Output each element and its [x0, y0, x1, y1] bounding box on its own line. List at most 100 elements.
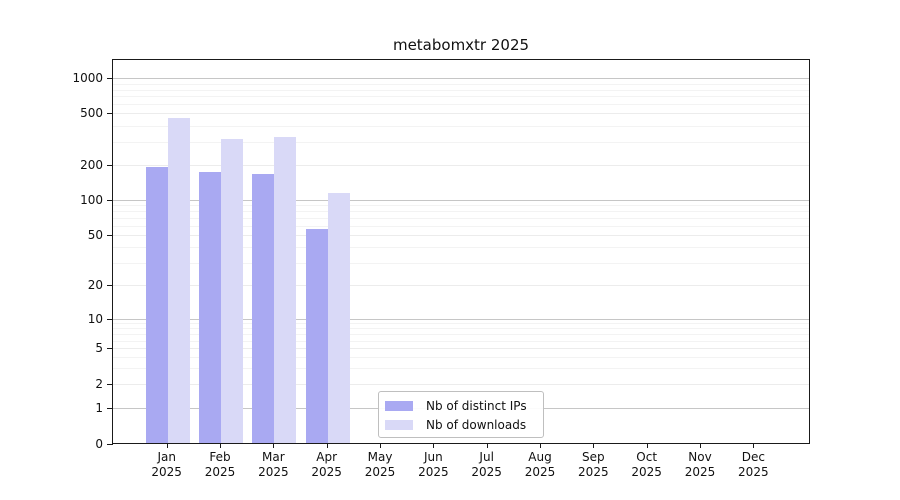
- minor-gridline: [113, 104, 809, 106]
- minor-gridline: [113, 368, 809, 370]
- mid-gridline: [113, 384, 809, 386]
- legend: Nb of distinct IPs Nb of downloads: [378, 391, 544, 438]
- minor-gridline: [113, 96, 809, 98]
- y-tick-label: 100: [80, 192, 103, 207]
- x-tick-mark: [326, 444, 328, 448]
- year-label: 2025: [311, 465, 342, 479]
- bar-distinct-ips-jan: [145, 166, 168, 443]
- bar-distinct-ips-apr: [305, 229, 328, 443]
- y-tick-label: 1: [95, 400, 103, 415]
- x-tick-mark: [540, 444, 541, 448]
- y-tick-label: 50: [87, 228, 103, 242]
- minor-gridline: [113, 142, 809, 144]
- legend-swatch-downloads: [385, 419, 413, 430]
- plot-area: [112, 59, 810, 444]
- y-tick-mark: [107, 199, 113, 201]
- month-label: Sep: [582, 450, 605, 464]
- y-tick-mark: [107, 285, 113, 286]
- minor-gridline: [113, 323, 809, 325]
- minor-gridline: [113, 83, 809, 85]
- month-label: Jun: [423, 450, 443, 464]
- year-label: 2025: [524, 465, 556, 479]
- y-tick-mark: [107, 78, 113, 80]
- x-tick-mark: [380, 444, 382, 448]
- x-tick-label-feb: Feb 2025: [190, 450, 250, 480]
- y-tick-mark: [107, 165, 113, 166]
- y-tick-mark: [107, 444, 113, 445]
- major-gridline: [113, 318, 809, 320]
- legend-label-distinct-ips: Nb of distinct IPs: [426, 398, 527, 413]
- year-label: 2025: [258, 465, 289, 479]
- y-tick-label: 20: [87, 278, 103, 292]
- year-label: 2025: [471, 465, 502, 479]
- minor-gridline: [113, 89, 809, 91]
- y-tick-mark: [107, 318, 113, 320]
- y-tick-mark: [107, 113, 113, 115]
- mid-gridline: [113, 348, 809, 350]
- x-tick-label-may: May 2025: [350, 450, 410, 480]
- x-tick-mark: [753, 444, 755, 448]
- legend-swatch-distinct-ips: [385, 400, 413, 411]
- minor-gridline: [113, 217, 809, 219]
- legend-item-distinct-ips: Nb of distinct IPs: [385, 396, 535, 415]
- month-label: Nov: [688, 450, 712, 464]
- x-tick-label-jul: Jul 2025: [457, 450, 517, 480]
- minor-gridline: [113, 328, 809, 330]
- x-tick-mark: [700, 444, 701, 448]
- month-label: Jul: [479, 450, 494, 464]
- year-label: 2025: [151, 465, 182, 479]
- chart-title: metabomxtr 2025: [392, 36, 530, 54]
- bar-downloads-feb: [221, 139, 244, 443]
- x-tick-label-sep: Sep 2025: [563, 450, 623, 480]
- minor-gridline: [113, 340, 809, 342]
- month-label: Jan: [157, 450, 176, 464]
- y-tick-mark: [107, 384, 113, 386]
- bar-distinct-ips-mar: [252, 173, 275, 443]
- bar-distinct-ips-feb: [199, 171, 222, 443]
- y-tick-label: 500: [80, 106, 103, 121]
- y-tick-label: 2: [95, 377, 103, 392]
- legend-item-downloads: Nb of downloads: [385, 415, 535, 434]
- x-tick-mark: [166, 444, 168, 448]
- mid-gridline: [113, 285, 809, 286]
- minor-gridline: [113, 125, 809, 127]
- mid-gridline: [113, 165, 809, 166]
- y-tick-label: 5: [95, 341, 103, 356]
- minor-gridline: [113, 211, 809, 213]
- minor-gridline: [113, 262, 809, 264]
- year-label: 2025: [631, 465, 662, 479]
- mid-gridline: [113, 113, 809, 115]
- minor-gridline: [113, 205, 809, 207]
- year-label: 2025: [418, 465, 449, 479]
- y-tick-mark: [107, 407, 113, 409]
- minor-gridline: [113, 225, 809, 227]
- month-label: Mar: [262, 450, 285, 464]
- month-label: May: [367, 450, 393, 464]
- x-tick-mark: [646, 444, 648, 448]
- bar-downloads-mar: [274, 137, 297, 443]
- legend-label-downloads: Nb of downloads: [426, 417, 527, 432]
- month-label: Dec: [741, 450, 765, 464]
- year-label: 2025: [684, 465, 716, 479]
- x-tick-mark: [273, 444, 275, 448]
- year-label: 2025: [738, 465, 769, 479]
- x-tick-label-dec: Dec 2025: [723, 450, 783, 480]
- y-tick-label: 10: [87, 311, 103, 326]
- y-tick-mark: [107, 235, 113, 236]
- month-label: Oct: [636, 450, 658, 464]
- month-label: Feb: [209, 450, 231, 464]
- x-tick-label-mar: Mar 2025: [243, 450, 303, 480]
- x-tick-label-jun: Jun 2025: [403, 450, 463, 480]
- major-gridline: [113, 78, 809, 80]
- mid-gridline: [113, 235, 809, 236]
- y-tick-label: 200: [80, 158, 103, 172]
- major-gridline: [113, 199, 809, 201]
- x-tick-mark: [220, 444, 222, 448]
- x-tick-mark: [593, 444, 595, 448]
- y-tick-mark: [107, 348, 113, 350]
- x-tick-mark: [486, 444, 488, 448]
- x-tick-label-jan: Jan 2025: [137, 450, 197, 480]
- y-tick-label: 0: [95, 437, 103, 451]
- bar-downloads-jan: [167, 117, 190, 443]
- x-tick-label-apr: Apr 2025: [297, 450, 357, 480]
